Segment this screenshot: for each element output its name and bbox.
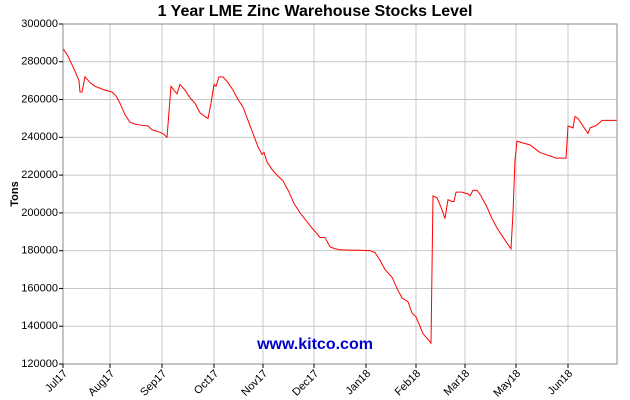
- y-tick-label: 200000: [21, 207, 58, 219]
- plot: [62, 48, 617, 345]
- y-tick-label: 240000: [21, 131, 58, 143]
- y-axis-label: Tons: [9, 181, 21, 206]
- y-tick-label: 280000: [21, 56, 58, 68]
- y-tick-label: 260000: [21, 93, 58, 105]
- plot-frame: [62, 23, 618, 365]
- y-tick-label: 120000: [21, 358, 58, 370]
- y-tick-label: 140000: [21, 320, 58, 332]
- y-tick-label: 300000: [21, 18, 58, 30]
- y-tick-label: 220000: [21, 169, 58, 181]
- data-line: [62, 48, 617, 345]
- y-tick-label: 160000: [21, 282, 58, 294]
- watermark: www.kitco.com: [256, 336, 373, 353]
- y-tick-label: 180000: [21, 245, 58, 257]
- chart-title: 1 Year LME Zinc Warehouse Stocks Level: [158, 3, 473, 20]
